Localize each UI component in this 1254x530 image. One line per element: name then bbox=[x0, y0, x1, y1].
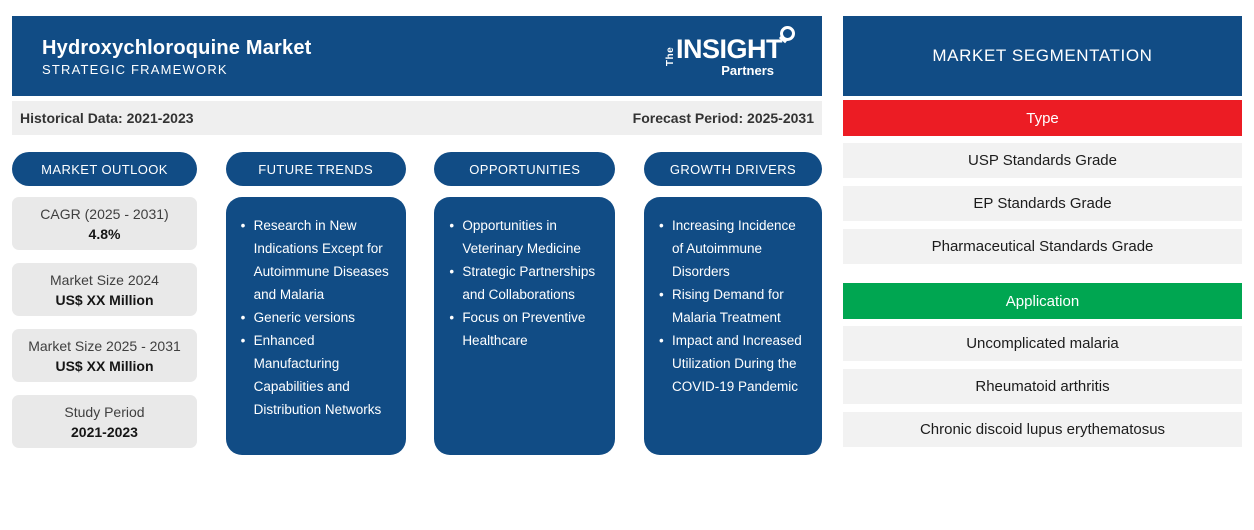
forecast-period-label: Forecast Period: 2025-2031 bbox=[632, 110, 814, 126]
stat-label: CAGR (2025 - 2031) bbox=[40, 205, 169, 222]
bullet-item: Increasing Incidence of Autoimmune Disor… bbox=[659, 214, 810, 283]
stat-cagr: CAGR (2025 - 2031) 4.8% bbox=[12, 197, 197, 250]
column-market-outlook: MARKET OUTLOOK CAGR (2025 - 2031) 4.8% M… bbox=[12, 152, 197, 455]
segment-item: Chronic discoid lupus erythematosus bbox=[843, 412, 1242, 447]
segment-item: Pharmaceutical Standards Grade bbox=[843, 229, 1242, 264]
stat-label: Study Period bbox=[64, 403, 145, 420]
column-opportunities: OPPORTUNITIES Opportunities in Veterinar… bbox=[434, 152, 616, 455]
logo-insight-text: INSIGHT bbox=[675, 33, 783, 64]
opportunities-pill: OPPORTUNITIES bbox=[434, 152, 616, 186]
page-title: Hydroxychloroquine Market bbox=[42, 36, 312, 59]
stat-value: US$ XX Million bbox=[55, 357, 154, 374]
column-growth-drivers: GROWTH DRIVERS Increasing Incidence of A… bbox=[643, 152, 822, 455]
market-segmentation-title: MARKET SEGMENTATION bbox=[843, 16, 1242, 96]
stat-value: 2021-2023 bbox=[71, 423, 138, 440]
growth-drivers-box: Increasing Incidence of Autoimmune Disor… bbox=[643, 197, 822, 455]
stat-label: Market Size 2024 bbox=[50, 271, 159, 288]
stat-value: 4.8% bbox=[88, 225, 121, 242]
segment-type-header: Type bbox=[843, 100, 1242, 136]
opportunities-list: Opportunities in Veterinary Medicine Str… bbox=[449, 214, 603, 352]
bullet-item: Rising Demand for Malaria Treatment bbox=[659, 283, 810, 329]
main-area: Hydroxychloroquine Market STRATEGIC FRAM… bbox=[12, 16, 822, 455]
bullet-item: Opportunities in Veterinary Medicine bbox=[449, 214, 603, 260]
segment-item: Uncomplicated malaria bbox=[843, 326, 1242, 361]
bullet-item: Impact and Increased Utilization During … bbox=[659, 329, 810, 398]
bullet-item: Research in New Indications Except for A… bbox=[241, 214, 394, 306]
stat-study-period: Study Period 2021-2023 bbox=[12, 395, 197, 448]
market-segmentation-panel: MARKET SEGMENTATION Type USP Standards G… bbox=[843, 16, 1242, 447]
opportunities-box: Opportunities in Veterinary Medicine Str… bbox=[434, 197, 616, 455]
report-header: Hydroxychloroquine Market STRATEGIC FRAM… bbox=[12, 16, 822, 96]
historical-data-label: Historical Data: 2021-2023 bbox=[20, 110, 194, 126]
segment-type-items: USP Standards Grade EP Standards Grade P… bbox=[843, 143, 1242, 264]
growth-drivers-list: Increasing Incidence of Autoimmune Disor… bbox=[659, 214, 810, 398]
growth-drivers-pill: GROWTH DRIVERS bbox=[643, 152, 822, 186]
future-trends-pill: FUTURE TRENDS bbox=[225, 152, 406, 186]
segment-item: Rheumatoid arthritis bbox=[843, 369, 1242, 404]
stat-label: Market Size 2025 - 2031 bbox=[28, 337, 181, 354]
bullet-item: Enhanced Manufacturing Capabilities and … bbox=[241, 329, 394, 421]
market-outlook-pill: MARKET OUTLOOK bbox=[12, 152, 197, 186]
framework-columns: MARKET OUTLOOK CAGR (2025 - 2031) 4.8% M… bbox=[12, 152, 822, 455]
bullet-item: Focus on Preventive Healthcare bbox=[449, 306, 603, 352]
future-trends-list: Research in New Indications Except for A… bbox=[241, 214, 394, 421]
future-trends-box: Research in New Indications Except for A… bbox=[225, 197, 406, 455]
market-outlook-stats: CAGR (2025 - 2031) 4.8% Market Size 2024… bbox=[12, 197, 197, 448]
segment-application-header: Application bbox=[843, 283, 1242, 319]
bullet-item: Generic versions bbox=[241, 306, 394, 329]
logo-the-text: The bbox=[664, 46, 676, 66]
stat-value: US$ XX Million bbox=[55, 291, 154, 308]
logo-text-stack: INSIGHT Partners bbox=[675, 33, 783, 78]
bullet-item: Strategic Partnerships and Collaboration… bbox=[449, 260, 603, 306]
report-title-block: Hydroxychloroquine Market STRATEGIC FRAM… bbox=[42, 36, 312, 77]
period-strip: Historical Data: 2021-2023 Forecast Peri… bbox=[12, 101, 822, 135]
stat-market-size-2024: Market Size 2024 US$ XX Million bbox=[12, 263, 197, 316]
page-subtitle: STRATEGIC FRAMEWORK bbox=[42, 61, 228, 77]
stat-market-size-2025-2031: Market Size 2025 - 2031 US$ XX Million bbox=[12, 329, 197, 382]
segment-item: EP Standards Grade bbox=[843, 186, 1242, 221]
magnifier-icon bbox=[780, 25, 795, 41]
logo-partners-text: Partners bbox=[721, 62, 774, 78]
segment-item: USP Standards Grade bbox=[843, 143, 1242, 178]
column-future-trends: FUTURE TRENDS Research in New Indication… bbox=[225, 152, 406, 455]
segment-application-items: Uncomplicated malaria Rheumatoid arthrit… bbox=[843, 326, 1242, 447]
insight-partners-logo: The INSIGHT Partners bbox=[661, 25, 795, 78]
